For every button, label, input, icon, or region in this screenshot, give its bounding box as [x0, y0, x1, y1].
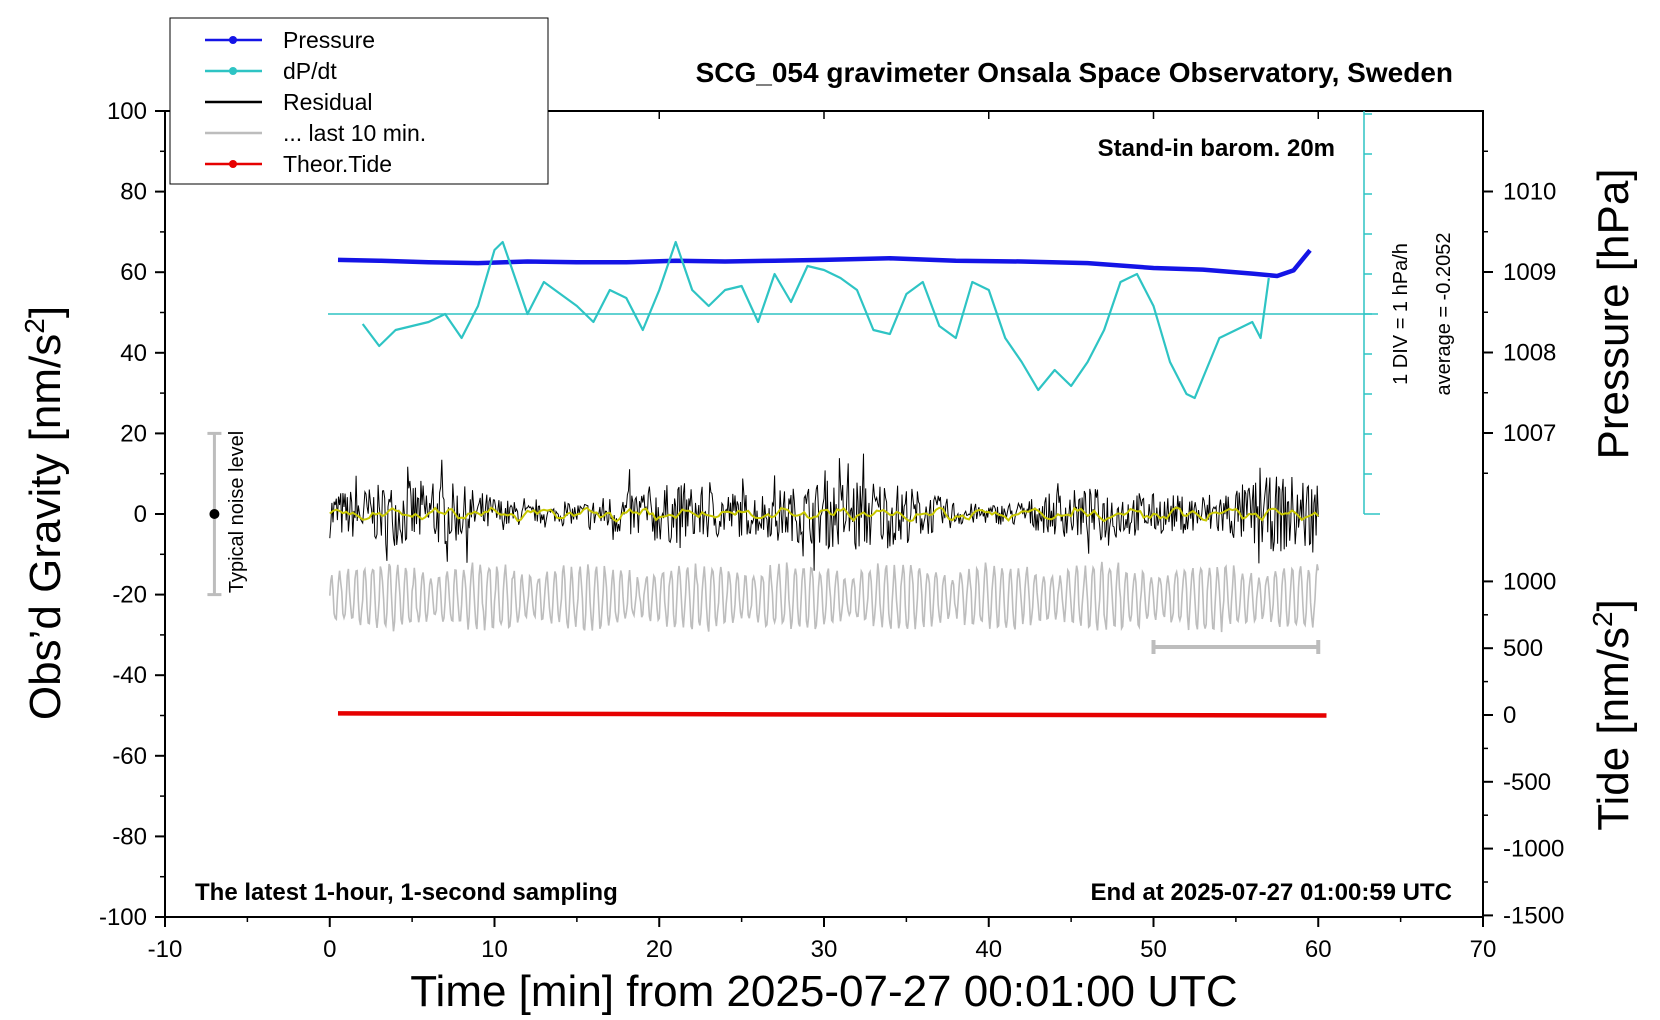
chart-title: SCG_054 gravimeter Onsala Space Observat… [696, 57, 1453, 88]
y-axis-right: 1010 1009 1008 1007 1000 500 0 -500 -1000 -1500 [1483, 150, 1564, 929]
x-tick-label: 30 [811, 936, 838, 963]
y-tick-label-left: -100 [99, 904, 147, 931]
y-tick-label-left: -20 [112, 582, 147, 609]
y-axis-right-bottom-title-end: ] [1589, 599, 1638, 611]
y-tick-label-left: 80 [120, 179, 147, 206]
dpdt-average-label: average = -0.2052 [1433, 233, 1455, 396]
y-axis-right-top-title: Pressure [hPa] [1589, 168, 1638, 459]
x-tick-label: -10 [148, 936, 183, 963]
barometer-note: Stand-in barom. 20m [1098, 135, 1335, 162]
plot-content [328, 111, 1380, 718]
series-residual [329, 453, 1319, 571]
end-time-note: End at 2025-07-27 01:00:59 UTC [1091, 879, 1453, 906]
series-residual-smooth [329, 506, 1320, 523]
dpdt-scale-label: 1 DIV = 1 hPa/h [1390, 243, 1412, 385]
y-axis-left-title-main: Obs’d Gravity [nm/s [21, 334, 70, 720]
x-axis-title: Time [min] from 2025-07-27 00:01:00 UTC [410, 967, 1237, 1016]
tide-tick-label: 1000 [1503, 568, 1556, 595]
series-theor-tide [337, 711, 1327, 718]
y-tick-label-left: -80 [112, 823, 147, 850]
tide-tick-label: -1000 [1503, 836, 1564, 863]
y-tick-label-left: -60 [112, 743, 147, 770]
y-axis-left: 100 80 60 40 20 0 -20 -40 -60 -80 -100 [99, 98, 165, 931]
tide-tick-label: -1500 [1503, 902, 1564, 929]
legend: Pressure dP/dt Residual ... last 10 min. The… [169, 17, 549, 185]
dpdt-scale: 1 DIV = 1 hPa/h average = -0.2052 [1390, 233, 1455, 396]
tide-tick-label: 500 [1503, 635, 1543, 662]
x-tick-label: 40 [975, 936, 1002, 963]
y-axis-right-bottom-title-main: Tide [nm/s [1589, 627, 1638, 831]
y-tick-label-left: -40 [112, 662, 147, 689]
y-tick-label-left: 20 [120, 420, 147, 447]
y-axis-left-title-sup: 2 [19, 318, 50, 334]
y-tick-label-left: 0 [134, 501, 147, 528]
legend-marker [229, 160, 237, 168]
x-axis: -10 0 10 20 30 40 50 60 70 [148, 111, 1497, 963]
pressure-tick-label: 1009 [1503, 259, 1556, 286]
legend-label: Pressure [283, 27, 375, 53]
series-last-10-min [329, 561, 1320, 633]
pressure-tick-label: 1007 [1503, 420, 1556, 447]
legend-label: Residual [283, 89, 373, 115]
x-tick-label: 10 [481, 936, 508, 963]
pressure-tick-label: 1008 [1503, 340, 1556, 367]
x-tick-label: 50 [1140, 936, 1167, 963]
x-tick-label: 60 [1305, 936, 1332, 963]
noise-level-dot [209, 509, 220, 519]
legend-label: dP/dt [283, 58, 337, 84]
y-tick-label-left: 40 [120, 340, 147, 367]
legend-label: ... last 10 min. [283, 120, 426, 146]
x-tick-label: 70 [1470, 936, 1497, 963]
x-tick-label: 20 [646, 936, 673, 963]
y-axis-left-title: Obs’d Gravity [nm/s2] [19, 306, 70, 720]
pressure-tick-label: 1010 [1503, 179, 1556, 206]
noise-level-indicator: Typical noise level [207, 431, 248, 597]
y-axis-right-bottom-title-sup: 2 [1587, 611, 1618, 627]
legend-label: Theor.Tide [283, 151, 392, 177]
tide-tick-label: -500 [1503, 769, 1551, 796]
series-pressure [337, 248, 1312, 279]
y-axis-right-bottom-title: Tide [nm/s2] [1587, 599, 1638, 831]
series-dpdt [361, 240, 1270, 400]
x-tick-label: 0 [323, 936, 336, 963]
legend-marker [229, 67, 237, 75]
y-axis-left-title-end: ] [21, 306, 70, 318]
y-tick-label-left: 60 [120, 259, 147, 286]
sampling-note: The latest 1-hour, 1-second sampling [195, 879, 618, 906]
last-10-min-marker [1151, 640, 1321, 654]
noise-level-label: Typical noise level [226, 431, 248, 593]
y-tick-label-left: 100 [107, 98, 147, 125]
tide-tick-label: 0 [1503, 702, 1516, 729]
legend-marker [229, 36, 237, 44]
